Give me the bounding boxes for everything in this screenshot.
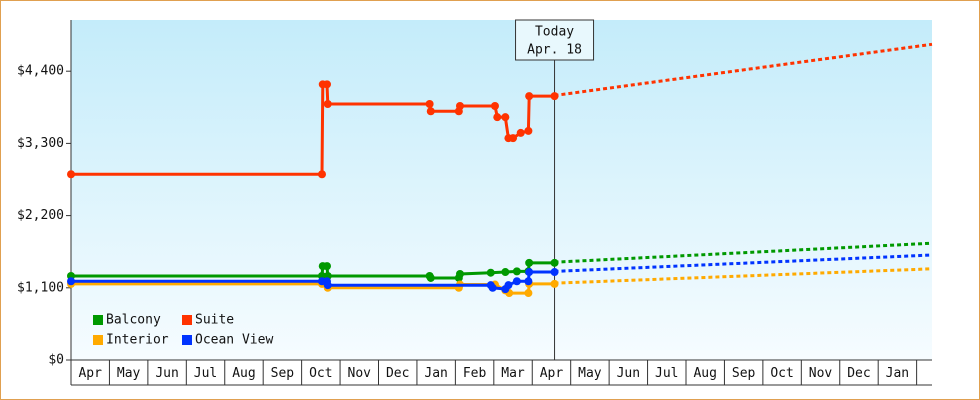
plot-area — [71, 20, 932, 360]
price-point — [525, 92, 534, 101]
price-point — [317, 170, 326, 179]
month-label: Jan — [886, 366, 909, 381]
legend-label: Ocean View — [195, 333, 273, 348]
month-label: Sep — [271, 366, 295, 381]
month-label: Nov — [809, 366, 833, 381]
price-point — [323, 281, 332, 290]
y-tick-label: $2,200 — [17, 208, 64, 223]
price-point — [512, 277, 521, 286]
price-point — [67, 170, 75, 179]
price-point — [322, 262, 331, 271]
month-label: May — [578, 366, 602, 381]
legend-swatch — [182, 315, 192, 325]
price-point — [501, 268, 510, 277]
price-point — [525, 258, 534, 267]
price-point — [455, 270, 464, 279]
price-point — [323, 100, 332, 109]
price-point — [524, 277, 533, 286]
price-point — [512, 267, 521, 276]
price-point — [525, 268, 534, 277]
price-point — [550, 92, 559, 101]
legend-label: Suite — [195, 313, 234, 328]
price-point — [524, 126, 533, 135]
price-point — [322, 80, 331, 89]
month-label: Oct — [309, 366, 332, 381]
month-label: Aug — [232, 366, 255, 381]
y-tick-label: $4,400 — [17, 64, 64, 79]
month-label: Oct — [770, 366, 793, 381]
month-label: Apr — [78, 366, 102, 381]
price-point — [426, 273, 435, 282]
price-point — [550, 258, 559, 267]
month-label: Apr — [540, 366, 564, 381]
legend-swatch — [93, 315, 103, 325]
price-point — [455, 101, 464, 110]
month-label: Jul — [194, 366, 217, 381]
price-point — [501, 113, 510, 122]
y-tick-label: $0 — [48, 353, 64, 368]
today-label: Today — [535, 25, 574, 40]
legend-swatch — [182, 335, 192, 345]
price-point — [426, 107, 435, 116]
price-point — [488, 283, 497, 292]
legend-label: Interior — [106, 333, 169, 348]
month-label: Feb — [463, 366, 487, 381]
month-label: Jun — [617, 366, 640, 381]
y-tick-label: $1,100 — [17, 280, 64, 295]
month-label: Dec — [847, 366, 870, 381]
month-label: Dec — [386, 366, 409, 381]
forecast-line — [554, 42, 933, 97]
month-label: Aug — [693, 366, 716, 381]
price-point — [486, 268, 495, 277]
price-point — [516, 128, 525, 137]
month-label: Jun — [155, 366, 178, 381]
price-point — [490, 101, 499, 110]
month-label: Mar — [501, 366, 525, 381]
y-tick-label: $3,300 — [17, 136, 64, 151]
month-label: May — [117, 366, 141, 381]
month-label: Jan — [424, 366, 447, 381]
price-point — [504, 281, 513, 290]
price-point — [493, 113, 502, 122]
legend-label: Balcony — [106, 313, 161, 328]
legend-swatch — [93, 335, 103, 345]
today-box — [515, 19, 595, 61]
today-date: Apr. 18 — [527, 43, 582, 58]
month-label: Sep — [732, 366, 756, 381]
price-point — [550, 268, 559, 277]
price-point — [67, 277, 75, 286]
price-point — [550, 279, 559, 288]
month-label: Nov — [348, 366, 372, 381]
month-label: Jul — [655, 366, 678, 381]
price-point — [425, 100, 434, 109]
price-point — [509, 134, 518, 143]
price-point — [524, 289, 533, 298]
